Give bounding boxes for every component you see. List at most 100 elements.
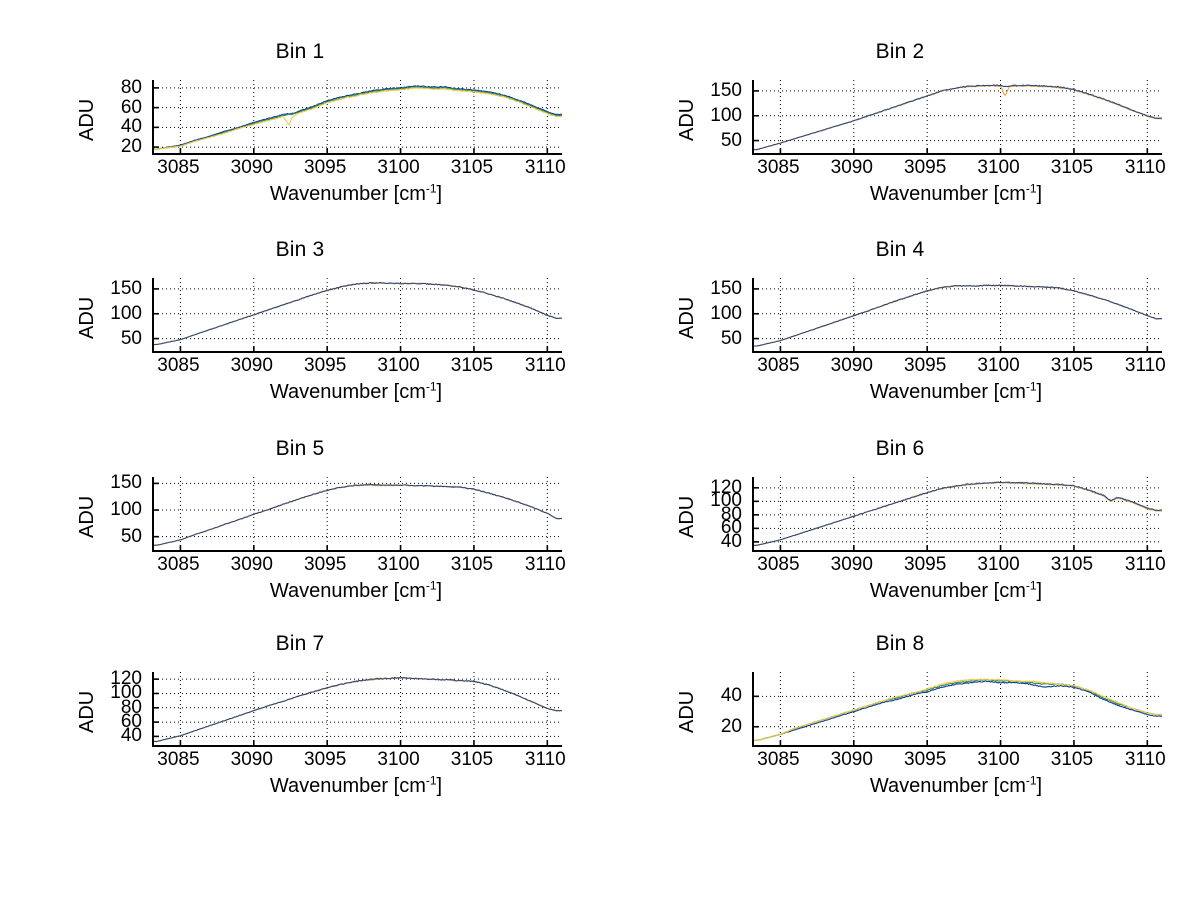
y-tick-label: 100 [710, 302, 742, 324]
x-tick-label: 3100 [377, 355, 420, 376]
x-tick-label: 3090 [230, 554, 273, 575]
x-axis-label-exponent: -1 [1025, 379, 1037, 394]
plot-area [752, 672, 1162, 747]
y-tick-label: 80 [720, 503, 742, 525]
y-tick-labels: 50 100 150 [0, 278, 148, 351]
x-axis-label-text: Wavenumber [cm [869, 381, 1026, 403]
plot-svg [754, 278, 1162, 351]
x-axis-label-exponent: -1 [1025, 578, 1037, 593]
x-axis-label-exponent: -1 [425, 773, 437, 788]
y-tick-label: 50 [720, 129, 742, 151]
plot-area [152, 672, 562, 747]
x-tick-label: 3095 [904, 749, 947, 770]
x-axis-label-text: Wavenumber [cm [269, 183, 426, 205]
plot-area [152, 477, 562, 552]
x-tick-label: 3100 [377, 749, 420, 770]
data-trace [754, 284, 1162, 347]
x-tick-label: 3090 [830, 749, 873, 770]
y-tick-labels: 20 40 [600, 672, 748, 745]
x-tick-label: 3105 [1050, 749, 1094, 770]
panel-title: Bin 7 [275, 632, 325, 655]
x-axis-label-bracket: ] [1036, 381, 1043, 403]
x-tick-label: 3085 [757, 554, 800, 575]
x-axis-label-text: Wavenumber [cm [869, 775, 1026, 797]
x-tick-label: 3090 [830, 157, 873, 178]
x-tick-label: 3110 [524, 749, 566, 770]
y-tick-label: 80 [120, 76, 142, 98]
plot-svg [754, 477, 1162, 550]
y-tick-label: 20 [120, 136, 142, 158]
y-tick-label: 100 [110, 682, 142, 704]
x-tick-label: 3090 [230, 355, 273, 376]
x-axis-label: Wavenumber [cm-1] [152, 773, 560, 798]
x-tick-label: 3090 [230, 749, 273, 770]
y-tick-label: 120 [110, 668, 142, 690]
y-tick-label: 60 [120, 96, 142, 118]
y-tick-label: 80 [120, 696, 142, 718]
x-tick-label: 3100 [977, 355, 1020, 376]
x-tick-label: 3100 [977, 157, 1020, 178]
x-axis-label: Wavenumber [cm-1] [752, 774, 1160, 798]
plot-area [752, 278, 1162, 353]
x-axis-label: Wavenumber [cm-1] [152, 379, 560, 404]
panel-bin-8: Bin 8 ADU 20 40 3085 3090 3095 3100 3105 3110 Wave… [600, 632, 1200, 828]
x-tick-label: 3090 [230, 157, 273, 178]
y-tick-label: 150 [710, 277, 742, 299]
x-tick-label: 3085 [757, 355, 800, 376]
x-tick-label: 3100 [977, 554, 1020, 575]
data-trace [754, 84, 1162, 151]
data-trace [754, 481, 1162, 546]
y-tick-label: 40 [720, 685, 742, 707]
x-axis-label-bracket: ] [436, 775, 443, 797]
x-axis-label-exponent: -1 [425, 379, 437, 394]
plot-svg [154, 672, 562, 745]
x-axis-label-bracket: ] [436, 183, 443, 205]
x-tick-label: 3095 [904, 157, 947, 178]
plot-area [152, 80, 562, 155]
x-tick-label: 3085 [157, 157, 200, 178]
x-axis-label-text: Wavenumber [cm [869, 580, 1026, 602]
x-tick-label: 3100 [377, 554, 420, 575]
x-tick-label: 3105 [450, 749, 494, 770]
y-tick-label: 40 [120, 725, 142, 747]
data-trace [154, 676, 562, 743]
data-trace [154, 484, 562, 546]
x-axis-label-exponent: -1 [1025, 181, 1037, 196]
data-trace [754, 678, 1162, 742]
x-axis-label-text: Wavenumber [cm [269, 775, 426, 797]
x-tick-label: 3105 [450, 157, 494, 178]
plot-svg [154, 278, 562, 351]
data-trace [154, 87, 562, 150]
data-trace [754, 84, 1162, 151]
y-tick-labels: 50 100 150 [600, 278, 748, 351]
y-tick-label: 50 [120, 525, 142, 547]
x-axis-label: Wavenumber [cm-1] [752, 578, 1160, 603]
data-trace [154, 677, 562, 743]
x-tick-label: 3085 [157, 355, 200, 376]
x-axis-label-text: Wavenumber [cm [269, 381, 426, 403]
plot-svg [154, 477, 562, 550]
x-axis-label: Wavenumber [cm-1] [152, 579, 560, 603]
y-tick-labels: 40 60 80 100 120 [0, 668, 148, 747]
panel-title: Bin 4 [875, 238, 925, 261]
y-tick-labels: 40 60 80 100 120 [600, 477, 748, 552]
x-axis-label-bracket: ] [1036, 775, 1043, 797]
panel-title: Bin 1 [275, 40, 325, 63]
x-tick-label: 3100 [977, 749, 1020, 770]
y-tick-label: 50 [120, 327, 142, 349]
x-tick-label: 3105 [450, 554, 494, 575]
panel-title: Bin 2 [875, 40, 925, 63]
plot-area [152, 278, 562, 353]
x-axis-label-bracket: ] [436, 580, 443, 602]
y-tick-label: 20 [720, 715, 742, 737]
y-tick-label: 100 [110, 302, 142, 324]
data-trace [754, 481, 1162, 546]
x-axis-label-bracket: ] [1036, 183, 1043, 205]
x-tick-label: 3095 [304, 749, 347, 770]
plot-svg [754, 80, 1162, 153]
x-tick-label: 3110 [1124, 157, 1166, 178]
x-tick-label: 3085 [757, 157, 800, 178]
x-axis-label: Wavenumber [cm-1] [152, 182, 560, 206]
x-axis-label-text: Wavenumber [cm [869, 183, 1026, 205]
data-trace [154, 483, 562, 546]
